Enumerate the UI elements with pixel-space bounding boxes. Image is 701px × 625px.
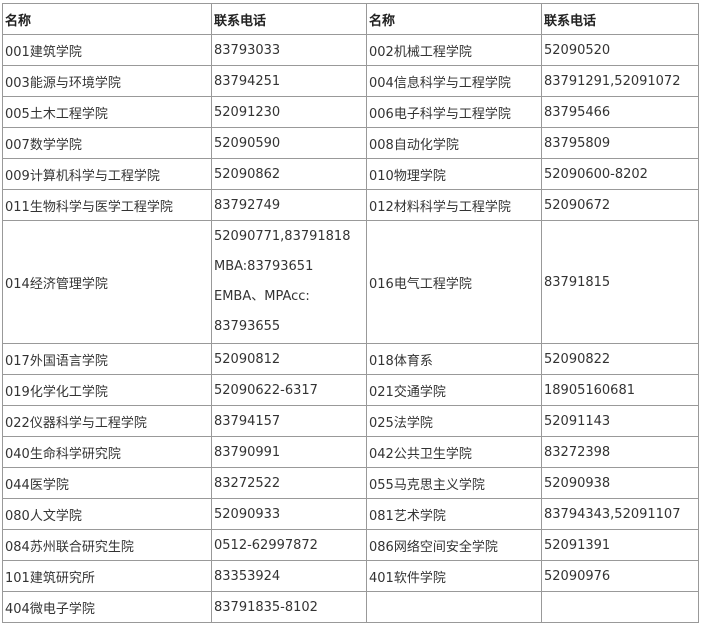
department-name-cell: 003能源与环境学院: [2, 65, 212, 97]
table-row: 007数学学院 52090590 008自动化学院 83795809: [2, 127, 699, 159]
phone-cell: 52090938: [541, 467, 699, 499]
phone-cell: 52090590: [211, 127, 367, 159]
department-name-cell: 080人文学院: [2, 498, 212, 530]
phone-cell: 52090812: [211, 343, 367, 375]
department-name-cell: [366, 591, 542, 623]
phone-cell: 52090771,83791818 MBA:83793651 EMBA、MPAcc:…: [211, 220, 367, 344]
department-name-cell: 021交通学院: [366, 374, 542, 406]
phone-cell: 83794251: [211, 65, 367, 97]
table-row: 019化学化工学院 52090622-6317 021交通学院 18905160681: [2, 374, 699, 406]
phone-cell: 83272398: [541, 436, 699, 468]
phone-cell: 52091143: [541, 405, 699, 437]
department-name-cell: 002机械工程学院: [366, 34, 542, 66]
phone-cell: 83353924: [211, 560, 367, 592]
department-name-cell: 022仪器科学与工程学院: [2, 405, 212, 437]
department-name-cell: 006电子科学与工程学院: [366, 96, 542, 128]
department-name-cell: 007数学学院: [2, 127, 212, 159]
department-name-cell: 009计算机科学与工程学院: [2, 158, 212, 190]
header-phone: 联系电话: [211, 3, 367, 35]
phone-cell: 83791291,52091072: [541, 65, 699, 97]
phone-cell: 83790991: [211, 436, 367, 468]
department-name-cell: 004信息科学与工程学院: [366, 65, 542, 97]
phone-cell: 83795466: [541, 96, 699, 128]
department-name-cell: 042公共卫生学院: [366, 436, 542, 468]
department-name-cell: 404微电子学院: [2, 591, 212, 623]
table-row: 001建筑学院 83793033 002机械工程学院 52090520: [2, 34, 699, 66]
table-row: 005土木工程学院 52091230 006电子科学与工程学院 83795466: [2, 96, 699, 128]
phone-cell: 83795809: [541, 127, 699, 159]
phone-cell: 83791835-8102: [211, 591, 367, 623]
header-name: 名称: [366, 3, 542, 35]
table-row: 017外国语言学院 52090812 018体育系 52090822: [2, 343, 699, 375]
phone-cell: 83793033: [211, 34, 367, 66]
table-row: 084苏州联合研究生院 0512-62997872 086网络空间安全学院 52091…: [2, 529, 699, 561]
table-row: 404微电子学院 83791835-8102: [2, 591, 699, 623]
table-row: 044医学院 83272522 055马克思主义学院 52090938: [2, 467, 699, 499]
phone-cell: 83272522: [211, 467, 367, 499]
phone-cell: 0512-62997872: [211, 529, 367, 561]
phone-cell: 83791815: [541, 220, 699, 344]
phone-cell: 52090622-6317: [211, 374, 367, 406]
header-phone: 联系电话: [541, 3, 699, 35]
phone-cell: 52090933: [211, 498, 367, 530]
table-row: 080人文学院 52090933 081艺术学院 83794343,52091107: [2, 498, 699, 530]
phone-line: EMBA、MPAcc:: [214, 289, 310, 304]
phone-cell: 18905160681: [541, 374, 699, 406]
department-name-cell: 055马克思主义学院: [366, 467, 542, 499]
table-row: 003能源与环境学院 83794251 004信息科学与工程学院 83791291,5…: [2, 65, 699, 97]
phone-line: MBA:83793651: [214, 259, 314, 274]
department-name-cell: 018体育系: [366, 343, 542, 375]
table-row: 009计算机科学与工程学院 52090862 010物理学院 52090600-820…: [2, 158, 699, 190]
header-name: 名称: [2, 3, 212, 35]
phone-cell: 52090600-8202: [541, 158, 699, 190]
department-name-cell: 401软件学院: [366, 560, 542, 592]
department-name-cell: 101建筑研究所: [2, 560, 212, 592]
department-name-cell: 086网络空间安全学院: [366, 529, 542, 561]
phone-line: 52090771,83791818: [214, 229, 351, 244]
table-row: 101建筑研究所 83353924 401软件学院 52090976: [2, 560, 699, 592]
phone-cell: [541, 591, 699, 623]
department-contact-table: 名称 联系电话 名称 联系电话 001建筑学院 83793033 002机械工程学院 5209…: [2, 3, 699, 623]
department-name-cell: 001建筑学院: [2, 34, 212, 66]
header-row: 名称 联系电话 名称 联系电话: [2, 3, 699, 35]
phone-cell: 83794157: [211, 405, 367, 437]
department-name-cell: 025法学院: [366, 405, 542, 437]
table-row: 011生物科学与医学工程学院 83792749 012材料科学与工程学院 520906…: [2, 189, 699, 221]
phone-cell: 52090976: [541, 560, 699, 592]
phone-cell: 83792749: [211, 189, 367, 221]
phone-cell: 83794343,52091107: [541, 498, 699, 530]
department-name-cell: 016电气工程学院: [366, 220, 542, 344]
department-name-cell: 005土木工程学院: [2, 96, 212, 128]
department-name-cell: 081艺术学院: [366, 498, 542, 530]
phone-line: 83793655: [214, 319, 281, 334]
department-name-cell: 044医学院: [2, 467, 212, 499]
table-row: 022仪器科学与工程学院 83794157 025法学院 52091143: [2, 405, 699, 437]
phone-cell: 52091230: [211, 96, 367, 128]
table-row: 040生命科学研究院 83790991 042公共卫生学院 83272398: [2, 436, 699, 468]
department-name-cell: 011生物科学与医学工程学院: [2, 189, 212, 221]
department-name-cell: 019化学化工学院: [2, 374, 212, 406]
phone-cell: 52090520: [541, 34, 699, 66]
phone-cell: 52090822: [541, 343, 699, 375]
department-name-cell: 017外国语言学院: [2, 343, 212, 375]
table-row: 014经济管理学院 52090771,83791818 MBA:83793651 EM…: [2, 220, 699, 344]
department-name-cell: 012材料科学与工程学院: [366, 189, 542, 221]
phone-cell: 52091391: [541, 529, 699, 561]
phone-cell: 52090862: [211, 158, 367, 190]
department-name-cell: 014经济管理学院: [2, 220, 212, 344]
phone-cell: 52090672: [541, 189, 699, 221]
department-name-cell: 040生命科学研究院: [2, 436, 212, 468]
department-name-cell: 010物理学院: [366, 158, 542, 190]
department-name-cell: 008自动化学院: [366, 127, 542, 159]
department-name-cell: 084苏州联合研究生院: [2, 529, 212, 561]
